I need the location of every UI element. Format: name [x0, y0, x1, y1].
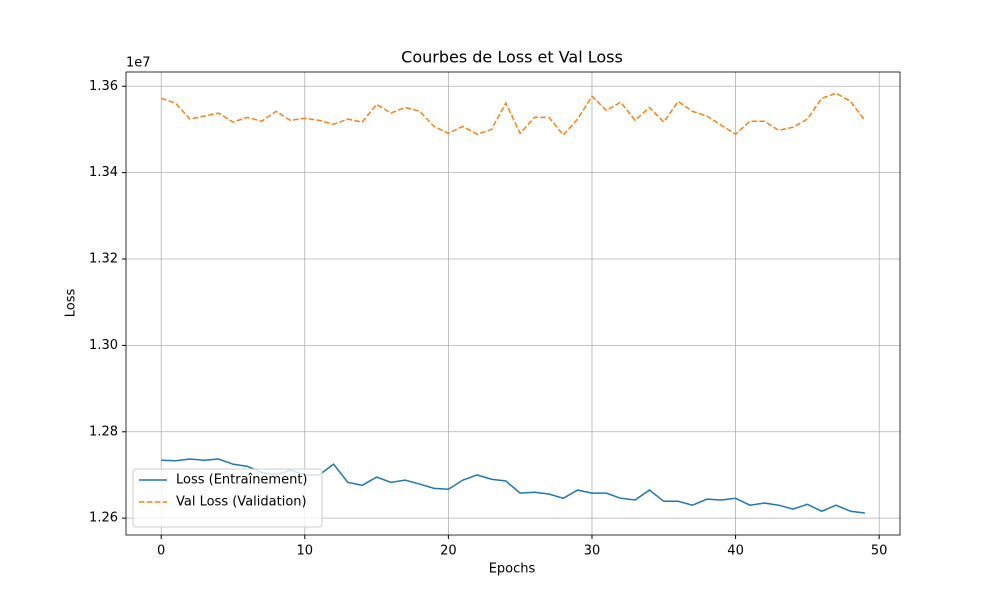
x-tick-label: 50 [871, 544, 888, 559]
legend-box [132, 468, 323, 528]
legend-label: Val Loss (Validation) [176, 495, 307, 510]
legend-label: Loss (Entraînement) [176, 473, 308, 488]
y-offset-label: 1e7 [126, 56, 151, 71]
y-tick-label: 1.32 [89, 252, 118, 267]
x-axis-label: Epochs [489, 562, 536, 577]
plot-frame [125, 71, 901, 536]
series-line [160, 92, 866, 137]
x-tick-label: 10 [297, 544, 314, 559]
y-tick-label: 1.36 [89, 79, 118, 94]
y-tick-label: 1.34 [89, 165, 118, 180]
chart-title: Courbes de Loss et Val Loss [401, 48, 623, 67]
x-tick-label: 30 [584, 544, 601, 559]
y-tick-label: 1.28 [89, 424, 118, 439]
x-tick-label: 0 [157, 544, 165, 559]
x-tick-label: 20 [440, 544, 457, 559]
y-tick-label: 1.30 [89, 338, 118, 353]
y-axis-label: Loss [64, 289, 79, 318]
x-tick-label: 40 [727, 544, 744, 559]
y-tick-label: 1.26 [89, 511, 118, 526]
